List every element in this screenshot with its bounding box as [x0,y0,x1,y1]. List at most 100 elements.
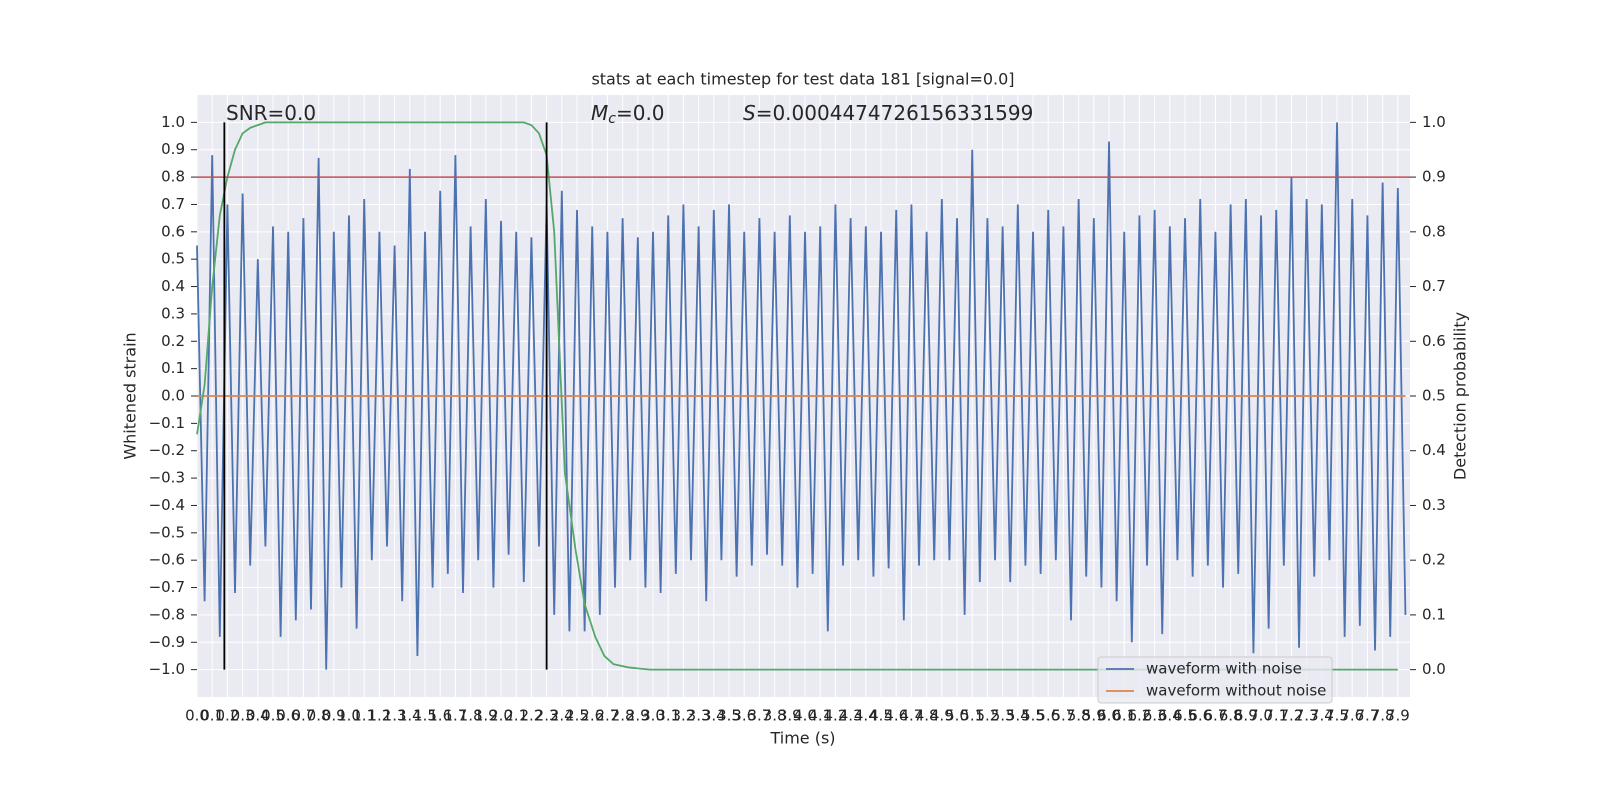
x-tick-label: 6.1 [1112,707,1136,725]
x-tick-label: 3.8 [763,707,787,725]
y-tick-label: 1.0 [161,113,185,131]
y-tick-label: 0.1 [161,359,185,377]
y-tick-label: 0.6 [161,222,185,240]
x-tick-label: 5.9 [1082,707,1106,725]
x-tick-label: 0.2 [215,707,239,725]
y2-tick-label: 0.1 [1422,605,1446,623]
y-tick-label: −0.8 [149,605,185,623]
x-tick-label: 4.2 [823,707,847,725]
x-tick-label: 5.3 [991,707,1015,725]
x-tick-label: 6.9 [1234,707,1258,725]
y2-tick-label: 1.0 [1422,113,1446,131]
x-tick-label: 6.4 [1158,707,1182,725]
x-tick-label: 7.1 [1264,707,1288,725]
y2-tick-label: 0.6 [1422,332,1446,350]
x-tick-label: 2.2 [519,707,543,725]
x-tick-label: 1.2 [367,707,391,725]
x-tick-label: 0.4 [246,707,270,725]
y-tick-label: −0.4 [149,496,185,514]
y-tick-label: 0.2 [161,332,185,350]
x-tick-label: 3.7 [747,707,771,725]
x-tick-label: 1.8 [459,707,483,725]
x-tick-label: 1.3 [383,707,407,725]
x-tick-label: 7.3 [1295,707,1319,725]
x-tick-label: 2.8 [611,707,635,725]
x-tick-label: 1.9 [474,707,498,725]
x-tick-label: 3.1 [656,707,680,725]
y-tick-label: 0.0 [161,387,185,405]
x-tick-label: 4.8 [915,707,939,725]
x-tick-label: 3.4 [702,707,726,725]
x-tick-label: 6.0 [1097,707,1121,725]
x-tick-label: 2.5 [565,707,589,725]
x-tick-label: 3.3 [687,707,711,725]
x-tick-label: 5.1 [960,707,984,725]
chart-title: stats at each timestep for test data 181… [591,70,1014,89]
y2-tick-label: 0.4 [1422,441,1446,459]
x-tick-label: 2.7 [595,707,619,725]
x-axis-label: Time (s) [769,729,835,748]
y2-axis-label: Detection probability [1451,312,1470,480]
x-tick-label: 7.8 [1371,707,1395,725]
x-tick-label: 0.6 [276,707,300,725]
x-tick-label: 3.0 [641,707,665,725]
labels: 0.00.10.20.30.40.50.60.70.80.91.01.11.21… [149,101,1446,725]
x-tick-label: 0.3 [231,707,255,725]
x-tick-label: 0.0 [185,707,209,725]
annotation: SNR=0.0 [226,101,316,125]
x-tick-label: 1.1 [352,707,376,725]
x-tick-label: 5.2 [975,707,999,725]
series-line [196,121,1398,671]
annotation-text: =0.0004474726156331599 [756,101,1034,125]
y2-tick-label: 0.8 [1422,222,1446,240]
y-tick-label: −0.6 [149,551,185,569]
x-tick-label: 6.3 [1143,707,1167,725]
x-tick-label: 1.4 [398,707,422,725]
y-tick-label: −0.5 [149,523,185,541]
x-tick-label: 2.6 [580,707,604,725]
x-tick-label: 5.7 [1051,707,1075,725]
annotation-symbol: M [591,101,608,125]
x-tick-label: 4.6 [884,707,908,725]
x-tick-label: 0.5 [261,707,285,725]
x-tick-label: 6.2 [1128,707,1152,725]
x-tick-label: 0.1 [200,707,224,725]
x-tick-label: 2.0 [489,707,513,725]
y-tick-label: 0.8 [161,168,185,186]
x-tick-label: 3.9 [778,707,802,725]
x-tick-label: 2.1 [504,707,528,725]
y-tick-label: −0.1 [149,414,185,432]
x-tick-label: 4.1 [808,707,832,725]
y-tick-label: 0.9 [161,140,185,158]
x-tick-label: 7.5 [1325,707,1349,725]
x-tick-label: 0.9 [322,707,346,725]
x-tick-label: 5.6 [1036,707,1060,725]
x-tick-label: 6.6 [1188,707,1212,725]
x-tick-label: 7.6 [1340,707,1364,725]
x-tick-label: 3.2 [671,707,695,725]
x-tick-label: 6.8 [1219,707,1243,725]
x-tick-label: 5.0 [945,707,969,725]
y-tick-label: −0.9 [149,633,185,651]
x-tick-label: 3.5 [717,707,741,725]
y-tick-label: −0.3 [149,469,185,487]
x-tick-label: 0.8 [307,707,331,725]
y2-tick-label: 0.7 [1422,277,1446,295]
y-tick-label: 0.3 [161,304,185,322]
legend-box [1097,656,1333,704]
annotation-text: =0.0 [616,101,665,125]
x-tick-label: 4.5 [869,707,893,725]
x-tick-label: 4.9 [930,707,954,725]
marks [196,121,1410,671]
x-tick-label: 7.0 [1249,707,1273,725]
x-tick-label: 3.6 [732,707,756,725]
x-tick-label: 2.4 [550,707,574,725]
x-tick-label: 1.0 [337,707,361,725]
x-tick-label: 5.5 [1021,707,1045,725]
y2-tick-label: 0.3 [1422,496,1446,514]
x-tick-label: 6.7 [1204,707,1228,725]
y-tick-label: −1.0 [149,660,185,678]
annotation-subscript: c [608,111,616,127]
x-tick-label: 7.4 [1310,707,1334,725]
